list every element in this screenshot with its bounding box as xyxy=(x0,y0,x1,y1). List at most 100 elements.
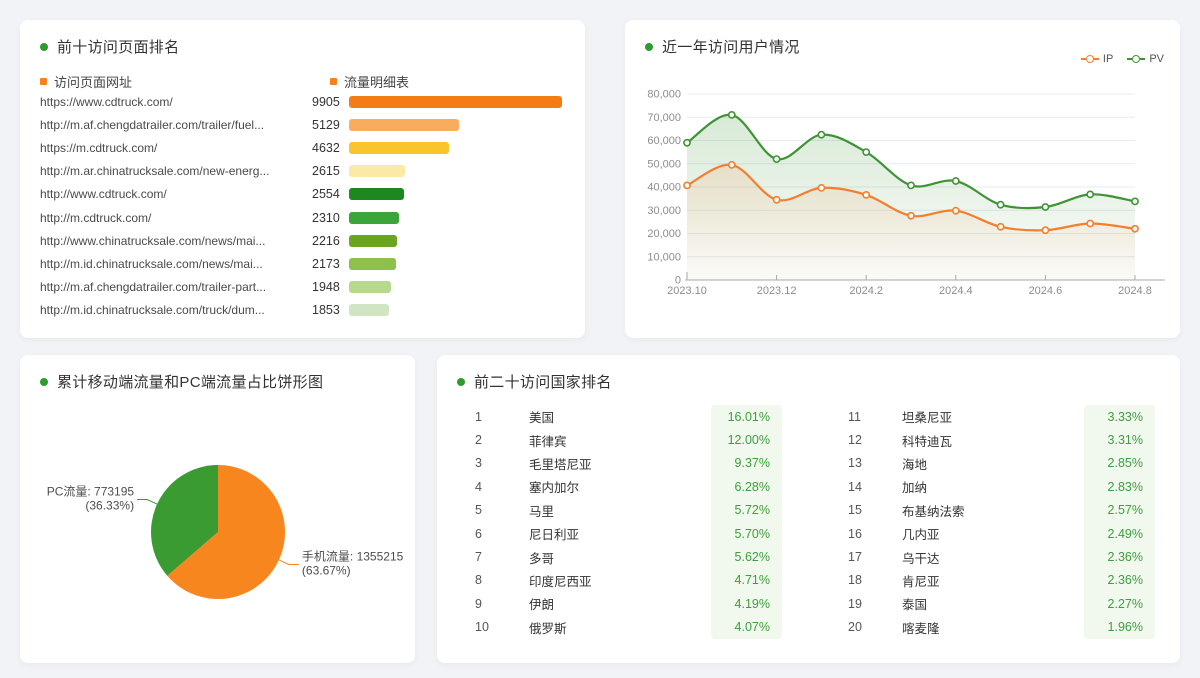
page-url: http://m.cdtruck.com/ xyxy=(40,210,152,225)
bar-track xyxy=(349,257,562,270)
country-name: 喀麦隆 xyxy=(902,621,940,636)
pie-slice-mobile xyxy=(167,465,286,599)
country-share: 2.85% xyxy=(1084,451,1155,476)
country-name: 毛里塔尼亚 xyxy=(529,457,592,472)
chart-legend: IP PV xyxy=(1080,53,1164,65)
table-row: 4 塞内加尔 6.28% xyxy=(475,475,782,499)
pv-data-point xyxy=(951,177,960,185)
traffic-value: 2310 xyxy=(312,210,340,225)
bar-fill xyxy=(349,141,449,154)
country-name: 科特迪瓦 xyxy=(902,434,953,449)
countries-table: 1 美国 16.01% 2 菲律宾 12.00% 3 毛里塔尼亚 9.37% 4 塞内加尔 6.28%… xyxy=(475,405,1155,639)
country-rank: 10 xyxy=(475,620,489,635)
table-row: 11 坦桑尼亚 3.33% xyxy=(848,405,1155,429)
pie-label-line xyxy=(278,559,299,565)
country-name: 菲律宾 xyxy=(529,434,567,449)
country-share: 9.37% xyxy=(711,451,782,476)
country-rank: 7 xyxy=(475,550,482,565)
top-pages-row: https://www.cdtruck.com/9905 xyxy=(40,90,565,113)
ip-data-point xyxy=(727,161,736,169)
top-pages-column-headers: 访问页面网址 流量明细表 xyxy=(40,72,565,91)
top-pages-panel: 前十访问页面排名 访问页面网址 流量明细表 https://www.cdtruc… xyxy=(20,20,585,338)
legend-item-pv[interactable]: PV xyxy=(1127,53,1164,65)
country-share: 2.36% xyxy=(1084,545,1155,569)
ip-data-point xyxy=(1041,226,1050,235)
y-tick-label: 60,000 xyxy=(647,135,681,147)
pv-data-point xyxy=(907,181,915,190)
legend-item-ip[interactable]: IP xyxy=(1080,53,1113,65)
traffic-value: 2554 xyxy=(312,187,340,202)
country-name: 美国 xyxy=(529,411,555,426)
country-share: 4.07% xyxy=(711,615,782,639)
page-url: http://m.ar.chinatrucksale.com/new-energ… xyxy=(40,164,270,179)
pie-slice-pc xyxy=(151,465,218,576)
pv-data-point xyxy=(727,111,736,119)
traffic-value: 1853 xyxy=(312,303,340,318)
bar-fill xyxy=(349,188,404,201)
pv-data-point xyxy=(862,148,871,156)
x-tick-label: 2024.8 xyxy=(1118,285,1152,297)
bar-fill xyxy=(349,165,406,178)
country-name: 伊朗 xyxy=(529,598,555,613)
table-row: 5 马里 5.72% xyxy=(475,498,782,522)
column-header-url-label: 访问页面网址 xyxy=(54,75,133,90)
page-url: http://m.id.chinatrucksale.com/news/mai.… xyxy=(40,256,263,271)
y-tick-label: 0 xyxy=(675,275,681,287)
y-tick-label: 70,000 xyxy=(647,112,681,124)
page-url: https://www.cdtruck.com/ xyxy=(40,94,173,109)
country-name: 尼日利亚 xyxy=(529,528,580,543)
country-rank: 11 xyxy=(848,409,861,424)
x-tick-label: 2024.6 xyxy=(1029,285,1063,297)
table-row: 8 印度尼西亚 4.71% xyxy=(475,568,782,593)
traffic-value: 9905 xyxy=(312,94,340,109)
top-pages-row: http://m.cdtruck.com/2310 xyxy=(40,206,565,229)
bar-fill xyxy=(349,304,389,317)
green-dot-icon xyxy=(40,42,48,51)
country-name: 多哥 xyxy=(529,551,555,566)
table-row: 9 伊朗 4.19% xyxy=(475,592,782,616)
column-header-url: 访问页面网址 xyxy=(40,72,132,91)
y-tick-label: 20,000 xyxy=(647,228,681,240)
green-dot-icon xyxy=(457,377,465,386)
bar-fill xyxy=(349,257,396,270)
x-tick-label: 2023.10 xyxy=(667,285,707,297)
pv-data-point xyxy=(772,155,781,163)
country-name: 坦桑尼亚 xyxy=(902,411,953,426)
ip-data-point xyxy=(907,211,915,220)
pie-label-percent: (63.67%) xyxy=(302,563,351,577)
page-url: http://m.id.chinatrucksale.com/truck/dum… xyxy=(40,303,265,318)
table-row: 6 尼日利亚 5.70% xyxy=(475,521,782,546)
country-rank: 17 xyxy=(848,550,862,565)
ip-data-point xyxy=(817,184,826,192)
y-tick-label: 30,000 xyxy=(647,205,681,217)
line-chart-svg: 0 10,000 20,000 30,000 40,000 50,000 60,000 70,… xyxy=(647,89,1165,297)
page-url: http://m.af.chengdatrailer.com/trailer-p… xyxy=(40,280,267,295)
table-row: 15 布基纳法索 2.57% xyxy=(848,498,1155,522)
country-share: 2.36% xyxy=(1084,568,1155,593)
top-pages-row: http://www.chinatrucksale.com/news/mai..… xyxy=(40,229,565,252)
top-pages-row: http://m.ar.chinatrucksale.com/new-energ… xyxy=(40,160,565,183)
page-url: http://www.cdtruck.com/ xyxy=(40,187,167,202)
countries-panel: 前二十访问国家排名 1 美国 16.01% 2 菲律宾 12.00% 3 毛里塔尼亚 9.37%… xyxy=(437,355,1180,663)
bar-fill xyxy=(349,118,460,131)
table-row: 17 乌干达 2.36% xyxy=(848,545,1155,569)
ip-data-point xyxy=(862,191,871,199)
top-pages-row: https://m.cdtruck.com/4632 xyxy=(40,136,565,159)
bar-fill xyxy=(349,234,397,247)
country-rank: 19 xyxy=(848,596,862,611)
top-pages-row: http://m.af.chengdatrailer.com/trailer-p… xyxy=(40,276,565,299)
country-name: 塞内加尔 xyxy=(529,481,580,496)
top-pages-row: http://m.id.chinatrucksale.com/truck/dum… xyxy=(40,299,565,322)
table-row: 16 几内亚 2.49% xyxy=(848,521,1155,546)
table-row: 20 喀麦隆 1.96% xyxy=(848,615,1155,639)
country-name: 肯尼亚 xyxy=(902,574,940,589)
country-share: 1.96% xyxy=(1084,615,1155,639)
top-pages-row: http://m.af.chengdatrailer.com/trailer/f… xyxy=(40,113,565,136)
country-rank: 13 xyxy=(848,456,862,471)
table-row: 19 泰国 2.27% xyxy=(848,592,1155,616)
bar-track xyxy=(349,118,562,131)
ip-area xyxy=(687,164,1135,280)
country-rank: 9 xyxy=(475,596,482,611)
table-row: 18 肯尼亚 2.36% xyxy=(848,568,1155,593)
traffic-value: 2173 xyxy=(312,256,340,271)
